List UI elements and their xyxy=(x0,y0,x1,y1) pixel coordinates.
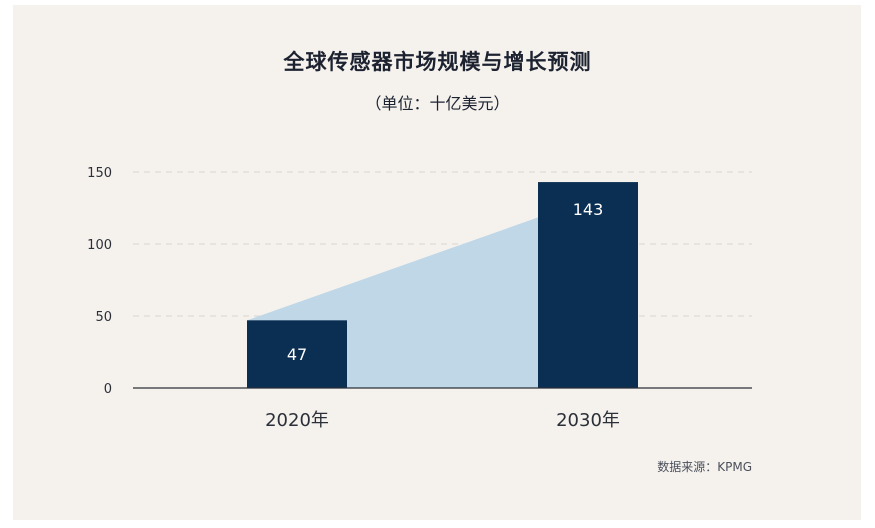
x-tick-label: 2030年 xyxy=(556,410,620,431)
y-tick-label: 150 xyxy=(87,166,112,181)
y-tick-label: 50 xyxy=(95,310,112,325)
bars xyxy=(247,182,638,388)
bar xyxy=(247,320,347,388)
source-note: 数据来源：KPMG xyxy=(657,460,752,474)
y-tick-label: 100 xyxy=(87,238,112,253)
y-tick-label: 0 xyxy=(104,382,112,397)
chart-subtitle: （单位：十亿美元） xyxy=(365,94,510,113)
chart-title: 全球传感器市场规模与增长预测 xyxy=(283,50,592,74)
bar-value-label: 143 xyxy=(573,200,604,219)
bar-value-label: 47 xyxy=(287,345,307,364)
x-tick-label: 2020年 xyxy=(265,410,329,431)
labels: 0 50 100 150 47 2020年 143 2030年 xyxy=(87,166,620,431)
bar xyxy=(538,182,638,388)
